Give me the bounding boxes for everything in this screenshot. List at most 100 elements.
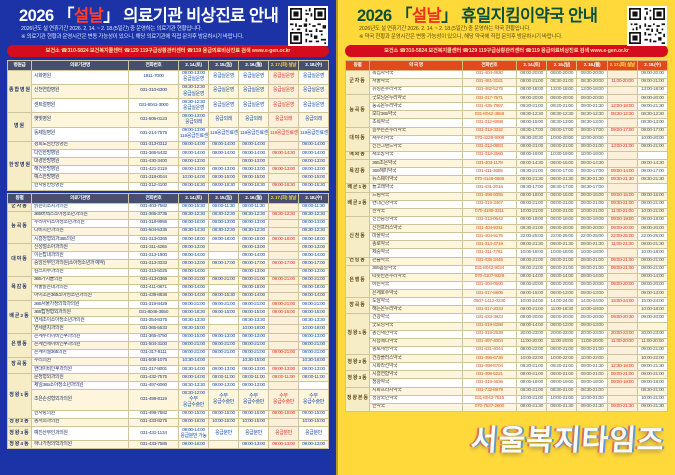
hours-cell: 10:00-18:00 bbox=[636, 305, 669, 315]
hours-cell: 09:00-14:00 bbox=[178, 149, 209, 159]
hours-cell: 09:00-21:00 bbox=[636, 345, 669, 356]
hours-cell: 10:00-21:00 bbox=[546, 207, 578, 217]
table-row: 연세클치과의원 031-365-5533 09:30-15:00 10:00-19:0… bbox=[7, 324, 329, 334]
table-row: 연성동 큰숲약국 031-435-3445 09:00-21:00 09:00-21:0… bbox=[344, 256, 669, 266]
hours-cell-holiday bbox=[606, 159, 638, 169]
hours-cell bbox=[208, 267, 239, 277]
column-header: 동별 bbox=[7, 192, 32, 204]
hours-cell-holiday bbox=[268, 243, 299, 253]
phone-cell: 031-318-9955 bbox=[128, 218, 179, 228]
phone-cell: 031-314-4719 bbox=[461, 240, 518, 250]
hours-cell: 10:00-21:00 bbox=[516, 207, 548, 217]
hours-cell: 09:00-21:00 bbox=[546, 142, 578, 152]
hours-cell: 09:00-21:00 bbox=[516, 305, 548, 315]
table-row: 능곡동 365버텍스소아청소년과의원 031-365-3735 08:30-12:30… bbox=[7, 210, 329, 245]
phone-cell: 031-319-8429 bbox=[128, 300, 179, 310]
hours-cell bbox=[208, 440, 239, 450]
hours-cell-holiday: 09:00-13:00 bbox=[268, 365, 299, 375]
name-cell: 신성철소아과의원 bbox=[31, 243, 129, 253]
table-row: 정왕본동 시화프라자약국 031-732-8979 08:30-21:00 08:30-… bbox=[344, 386, 669, 412]
table-row: 은계이엘365의원 031-317-8111 09:00-21:00 09:00-21… bbox=[7, 348, 329, 358]
hours-cell: 10:00-20:00 bbox=[636, 134, 669, 144]
hours-cell: 09:00-17:00 bbox=[208, 259, 239, 269]
hours-cell: 09:30-21:30 bbox=[636, 175, 669, 185]
name-cell: 동제일병원 bbox=[31, 126, 129, 142]
hours-cell bbox=[208, 283, 239, 293]
table-row: 킴스피부과의원 031-313-5025 09:00-14:00 09:00-13:0… bbox=[7, 267, 329, 277]
hours-cell: 09:00-16:30 bbox=[298, 181, 329, 191]
district-cell: 연성동 bbox=[344, 256, 371, 266]
hours-cell-holiday bbox=[606, 321, 638, 331]
phone-cell: 031-319-8286 bbox=[461, 321, 518, 331]
phone-cell: 031-499-8119 bbox=[128, 389, 179, 411]
hours-cell: 22:00-25:00 bbox=[636, 232, 669, 242]
hours-cell: 08:30-12:30 응급실운영 bbox=[178, 98, 209, 114]
hours-cell: 09:00-18:00 bbox=[238, 235, 269, 245]
hours-cell: 08:30-13:00 bbox=[576, 118, 608, 128]
hours-cell: 08:00-22:00 bbox=[516, 345, 548, 356]
column-header: 2. 17.(화) 설날 bbox=[606, 59, 638, 71]
name-cell: 예진산부인과의원 bbox=[31, 426, 129, 442]
table-row: 센트럴병원 031-8041-3000 08:30-12:30 응급실운영 응급실운영… bbox=[7, 98, 329, 114]
qr-code-icon bbox=[627, 6, 667, 46]
hospital-table-area: 병원급 의료기관명 전화번호 2. 14.(토) 2. 15.(일) 2. 16.(월) 2… bbox=[7, 59, 329, 191]
district-cell: 병원 bbox=[7, 112, 32, 142]
poster-subtitle: 2026년도 설 연휴기간 2026. 2. 14. ~ 2. 18.(5일간)… bbox=[359, 26, 668, 42]
hours-cell: 09:00-21:00 bbox=[238, 340, 269, 350]
hours-cell bbox=[208, 243, 239, 253]
table-row: 은행동 은계두리이비인후과의원 031-365-4750 09:00-15:00 09:… bbox=[7, 332, 329, 358]
hours-cell: 09:00-14:00 bbox=[178, 291, 209, 302]
table-row: 정왕약국 031-319-4636 09:00-19:00 09:00-19:00 09… bbox=[345, 378, 669, 388]
hours-cell: 10:00-15:00 bbox=[208, 417, 239, 428]
phone-cell: 031-317-8001 bbox=[128, 365, 179, 375]
phone-cell: 031-317-5905 bbox=[461, 289, 518, 299]
district-cell: 능곡동 bbox=[7, 210, 32, 245]
phone-cell: 031-319-2539 bbox=[461, 329, 518, 339]
hours-cell: 09:00-21:00 bbox=[208, 275, 239, 285]
header-row: 동별 의료기관명 전화번호 2. 14.(토) 2. 15.(일) 2. 16.(월) 2.… bbox=[7, 192, 329, 204]
phone-cell: 031-505-0123 bbox=[128, 112, 179, 128]
hours-cell: 응급실운영 bbox=[298, 69, 329, 85]
column-header: 2. 18.(수) bbox=[636, 59, 669, 71]
phone-cell: 0507-1412-0230 bbox=[461, 297, 518, 307]
hours-cell: 09:00-13:00 bbox=[298, 165, 329, 175]
hours-cell: 09:00-14:00 bbox=[298, 149, 329, 159]
hours-cell: 응급분만 bbox=[298, 426, 329, 442]
hours-cell: 09:00-21:00 bbox=[208, 300, 239, 310]
column-header: 2. 15.(일) bbox=[208, 59, 239, 71]
title-bracket-close: 」 bbox=[103, 7, 120, 25]
hours-cell: 09:00-16:30 bbox=[178, 181, 209, 191]
hours-cell: 09:00-18:00 bbox=[208, 235, 239, 245]
hours-cell: 응급실운영 bbox=[238, 83, 269, 100]
district-cell: 정왕본동 bbox=[344, 386, 371, 412]
hours-cell: 08:00-18:00 bbox=[516, 85, 548, 96]
hours-cell: 09:00-15:00 bbox=[238, 173, 269, 183]
hours-cell: 22:00-25:00 bbox=[516, 232, 548, 242]
hours-cell: 09:00-16:30 bbox=[208, 181, 239, 191]
hours-cell-holiday: 11:00-21:30 bbox=[606, 240, 638, 250]
hours-cell: 09:00-18:00 bbox=[298, 235, 329, 245]
hours-cell: 10:30-16:00 bbox=[298, 356, 329, 367]
hours-cell-holiday bbox=[268, 332, 299, 342]
hours-cell-holiday bbox=[268, 324, 299, 334]
hours-cell-holiday: 응급분만 bbox=[268, 426, 299, 442]
name-cell: 신천중앙약국 bbox=[369, 215, 463, 226]
hours-cell: 09:00-13:00 bbox=[298, 218, 329, 228]
column-header: 2. 17.(화) 설날 bbox=[268, 192, 299, 204]
hours-cell: 09:00-13:00 bbox=[298, 267, 329, 277]
hours-cell: 09:00-13:00 bbox=[298, 365, 329, 375]
hours-cell: 08:30-21:00 bbox=[546, 386, 578, 396]
hours-cell: 09:00-21:00 bbox=[636, 199, 669, 209]
hours-cell: 09:00-21:00 bbox=[546, 370, 578, 380]
header-row: 동별 약 국 명 전화번호 2. 14.(토) 2. 15.(일) 2. 16.(월) 2.… bbox=[344, 59, 669, 71]
name-cell: 우리의원 bbox=[31, 356, 129, 367]
hours-cell: 09:00-14:00 bbox=[238, 291, 269, 302]
hours-cell: 08:30-17:00 bbox=[516, 126, 548, 136]
hours-cell bbox=[208, 157, 239, 167]
hours-cell: 09:00-18:30 bbox=[178, 308, 209, 318]
hours-cell-holiday: 응급실운영 bbox=[268, 69, 299, 85]
hours-cell: 09:00-13:00 bbox=[238, 440, 269, 450]
hours-cell: 09:00-13:00 bbox=[546, 321, 578, 331]
hours-cell-holiday bbox=[268, 340, 299, 350]
name-cell: 시화병원 bbox=[31, 69, 129, 85]
